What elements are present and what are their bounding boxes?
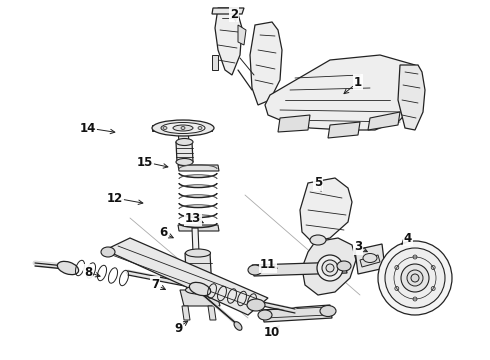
Polygon shape <box>398 65 425 130</box>
Ellipse shape <box>247 299 265 311</box>
Ellipse shape <box>407 270 423 286</box>
Polygon shape <box>278 115 310 132</box>
Ellipse shape <box>176 158 193 166</box>
Polygon shape <box>215 8 242 75</box>
Polygon shape <box>212 8 244 14</box>
Ellipse shape <box>413 297 417 301</box>
Polygon shape <box>300 178 352 242</box>
Polygon shape <box>238 25 246 45</box>
Polygon shape <box>152 125 162 131</box>
Ellipse shape <box>186 249 211 257</box>
Text: 7: 7 <box>151 278 159 291</box>
Ellipse shape <box>258 310 272 320</box>
Polygon shape <box>178 131 189 142</box>
Ellipse shape <box>57 261 78 275</box>
Ellipse shape <box>152 120 214 136</box>
Polygon shape <box>202 125 212 131</box>
Polygon shape <box>208 306 216 320</box>
Polygon shape <box>328 122 360 138</box>
Ellipse shape <box>189 282 211 296</box>
Ellipse shape <box>385 248 445 308</box>
Polygon shape <box>360 255 380 267</box>
Ellipse shape <box>413 255 417 259</box>
Ellipse shape <box>411 274 419 282</box>
Polygon shape <box>355 244 385 274</box>
Ellipse shape <box>181 126 185 130</box>
Text: 11: 11 <box>260 258 276 271</box>
Polygon shape <box>180 290 220 306</box>
Ellipse shape <box>310 235 326 245</box>
Polygon shape <box>105 238 268 315</box>
Ellipse shape <box>431 287 435 291</box>
Ellipse shape <box>395 266 399 270</box>
Ellipse shape <box>176 139 193 145</box>
Ellipse shape <box>431 266 435 270</box>
Ellipse shape <box>401 264 429 292</box>
Polygon shape <box>185 253 212 290</box>
Ellipse shape <box>248 265 262 275</box>
Ellipse shape <box>326 264 334 272</box>
Polygon shape <box>182 306 190 320</box>
Ellipse shape <box>186 286 211 294</box>
Polygon shape <box>212 55 218 70</box>
Polygon shape <box>302 238 356 295</box>
Ellipse shape <box>101 247 115 257</box>
Ellipse shape <box>337 261 351 271</box>
Polygon shape <box>252 262 347 276</box>
Ellipse shape <box>322 260 338 276</box>
Ellipse shape <box>395 287 399 291</box>
Text: 13: 13 <box>185 211 201 225</box>
Text: 15: 15 <box>137 156 153 168</box>
Text: 8: 8 <box>84 266 92 279</box>
Ellipse shape <box>163 126 167 130</box>
Ellipse shape <box>363 253 377 262</box>
Text: 4: 4 <box>404 231 412 244</box>
Ellipse shape <box>234 322 242 330</box>
Ellipse shape <box>173 125 193 131</box>
Text: 5: 5 <box>314 176 322 189</box>
Ellipse shape <box>161 122 205 134</box>
Text: 6: 6 <box>159 226 167 239</box>
Polygon shape <box>262 305 332 322</box>
Text: 14: 14 <box>80 122 96 135</box>
Polygon shape <box>368 112 400 130</box>
Polygon shape <box>265 55 420 130</box>
Ellipse shape <box>378 241 452 315</box>
Ellipse shape <box>198 126 202 130</box>
Polygon shape <box>192 228 199 253</box>
Text: 1: 1 <box>354 76 362 89</box>
Ellipse shape <box>320 306 336 316</box>
Polygon shape <box>178 225 219 231</box>
Polygon shape <box>250 22 282 105</box>
Ellipse shape <box>317 255 343 281</box>
Polygon shape <box>176 142 193 162</box>
Text: 9: 9 <box>174 321 182 334</box>
Text: 12: 12 <box>107 192 123 204</box>
Text: 3: 3 <box>354 240 362 253</box>
Text: 2: 2 <box>230 8 238 21</box>
Polygon shape <box>178 165 219 171</box>
Text: 10: 10 <box>264 327 280 339</box>
